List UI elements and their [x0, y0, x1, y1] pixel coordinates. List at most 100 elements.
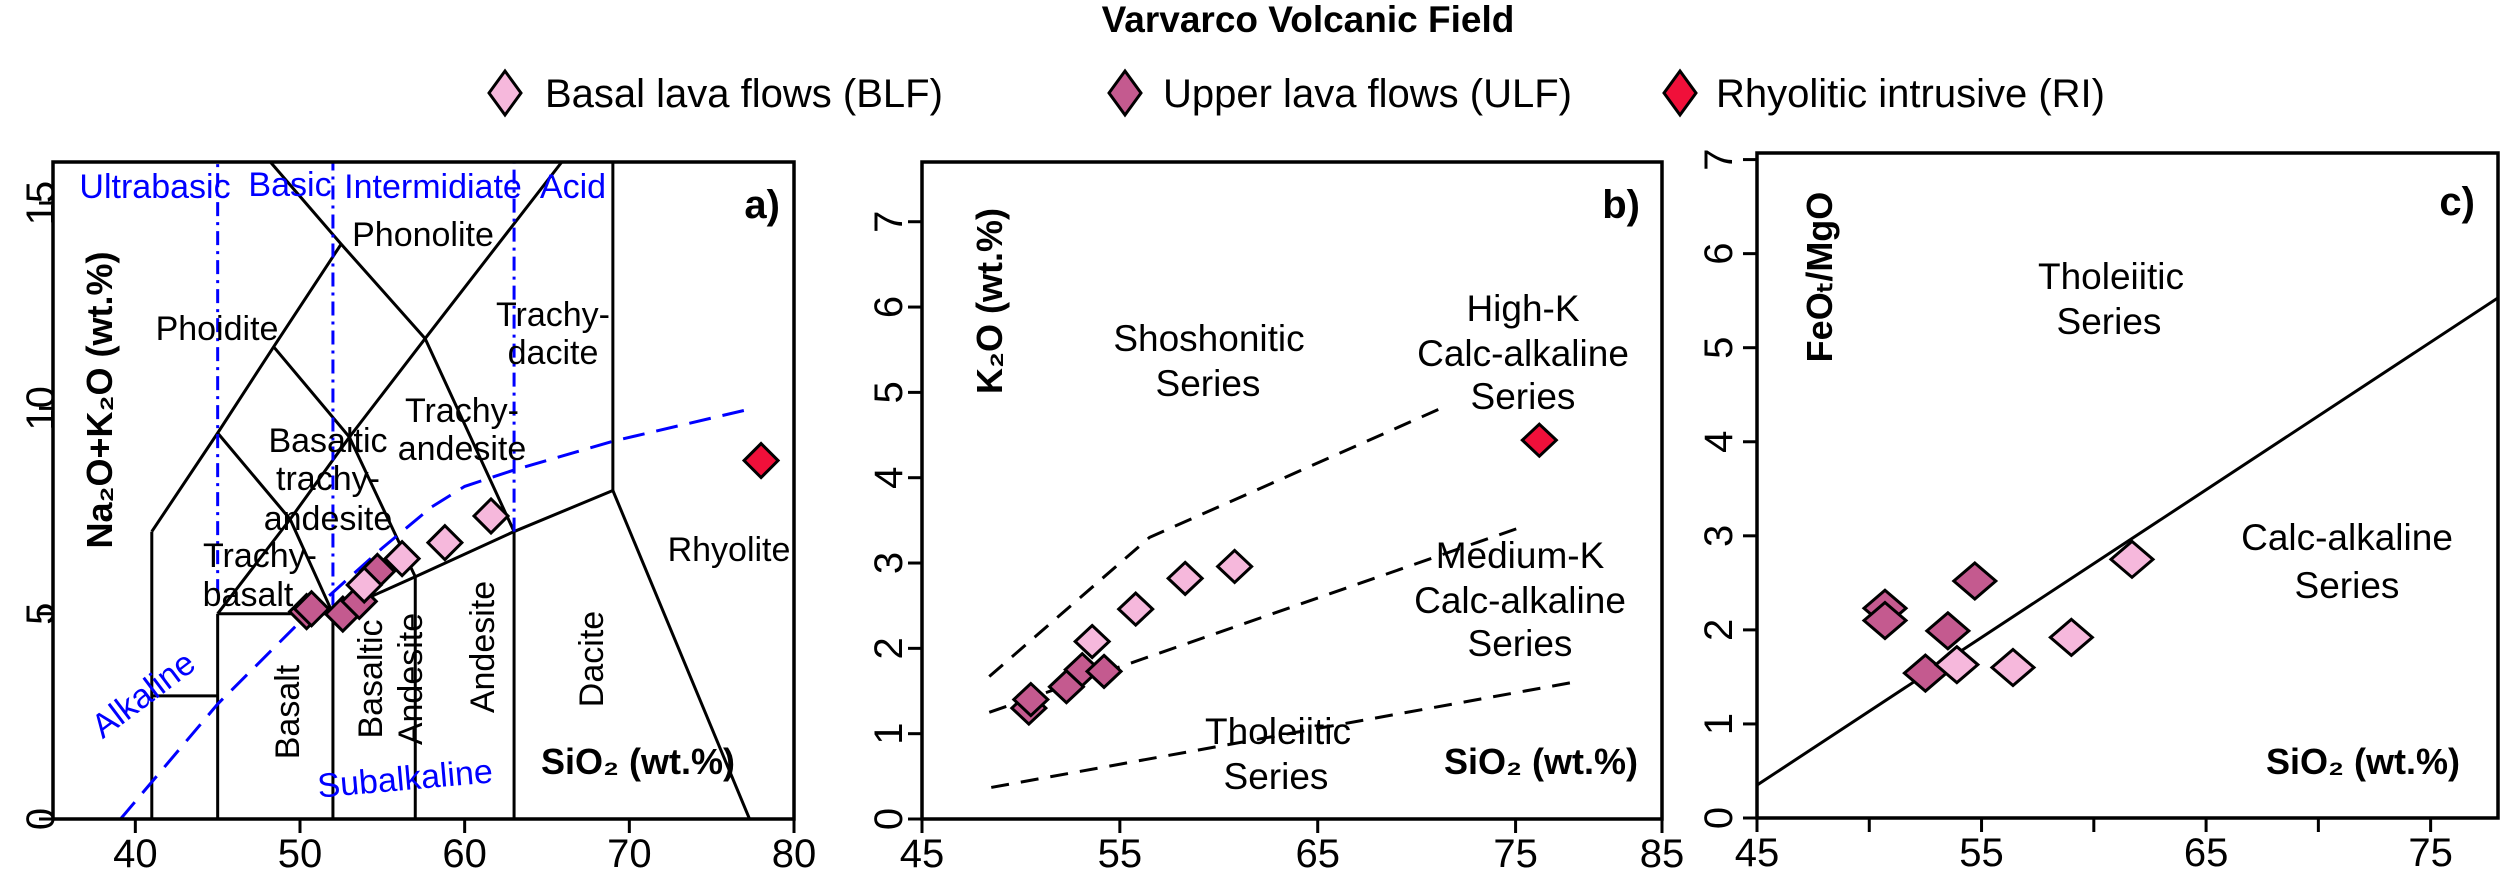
data-point-ulf — [1924, 610, 1972, 651]
panels: Ultrabasic Basic Intermidiate Acid Phonolite… — [19, 148, 2500, 876]
legend-label: Basal lava flows (BLF) — [545, 72, 943, 116]
y-tick-label: 3 — [1697, 525, 1741, 547]
x-tick-label: 55 — [1098, 832, 1143, 876]
data-point-blf — [1989, 647, 2037, 688]
data-point-blf — [1072, 623, 1112, 660]
region-label: Tholeiitic — [2038, 256, 2184, 297]
x-tick-label: 80 — [772, 832, 817, 876]
region-label: andesite — [398, 430, 527, 468]
region-label: Basalt — [269, 664, 307, 759]
boundary-lines — [1757, 296, 2498, 787]
x-tick-label: 45 — [900, 832, 945, 876]
region-label: Series — [2057, 301, 2162, 342]
region-label: Trachy- — [203, 537, 317, 575]
x-tick-label: 40 — [113, 832, 158, 876]
region-label: Basaltic — [268, 422, 387, 460]
data-point-ulf — [1011, 681, 1051, 718]
data-point-blf — [1165, 560, 1205, 597]
series-blf — [1933, 539, 2156, 688]
x-axis-title: SiO₂ (wt.%) — [541, 741, 735, 782]
classification-boundary — [216, 518, 292, 615]
y-tick-label: 7 — [867, 211, 911, 233]
data-point-ulf — [292, 589, 331, 628]
y-tick-label: 7 — [1697, 148, 1741, 170]
region-label: Trachy- — [496, 296, 610, 334]
region-label: dacite — [508, 334, 599, 372]
y-tick-label: 6 — [1697, 243, 1741, 265]
region-label: Calc-alkaline — [2241, 517, 2453, 558]
data-point-blf — [471, 496, 511, 536]
data-point-ulf — [1951, 560, 1999, 601]
data-point-ri — [741, 441, 781, 480]
classification-boundary — [272, 162, 564, 440]
data-point-blf — [1933, 644, 1981, 685]
classification-boundary — [269, 162, 516, 533]
series-divider-line — [119, 406, 754, 819]
region-label: Andesite — [464, 581, 502, 713]
legend-label: Upper lava flows (ULF) — [1163, 72, 1572, 116]
legend-item-ulf: Upper lava flows (ULF) — [1107, 68, 1572, 118]
classification-boundary — [611, 489, 751, 819]
plot-frame — [920, 160, 1664, 821]
y-tick-label: 5 — [19, 603, 63, 625]
region-label: Dacite — [573, 611, 611, 707]
y-tick-label: 1 — [1697, 713, 1741, 735]
y-tick-label: 2 — [1697, 619, 1741, 641]
x-tick-label: 50 — [278, 832, 323, 876]
panel-label: c) — [2439, 180, 2475, 224]
region-label: Calc-alkaline — [1417, 333, 1629, 374]
figure-title: Varvarco Volcanic Field — [1102, 0, 1515, 40]
region-label: Phonolite — [352, 216, 494, 254]
classification-boundary — [332, 489, 614, 616]
y-tick-label: 3 — [867, 552, 911, 574]
series-divider-line — [988, 407, 1442, 678]
x-tick-label: 45 — [1735, 831, 1780, 875]
series-ulf — [1861, 560, 1999, 694]
y-tick-label: 4 — [867, 467, 911, 489]
region-label: Basic — [248, 166, 331, 204]
series-blf — [345, 496, 511, 605]
series-ri — [741, 441, 781, 480]
panel-k2o: ShoshoniticSeriesHigh-KCalc-alkalineSeri… — [867, 160, 1685, 876]
y-tick-label: 2 — [867, 637, 911, 659]
plot-frame — [51, 160, 796, 821]
x-tick-label: 85 — [1640, 832, 1685, 876]
legend-marker-icon — [1662, 68, 1698, 118]
region-label: Series — [1468, 623, 1573, 664]
data-point-blf — [1116, 591, 1155, 628]
boundary-lines — [119, 162, 754, 819]
x-tick-label: 65 — [2184, 831, 2229, 875]
region-label: Medium-K — [1436, 535, 1605, 576]
region-label: Acid — [540, 168, 606, 206]
region-label: Series — [1224, 756, 1329, 797]
region-label: basalt — [203, 576, 294, 614]
data-point-ulf — [1861, 600, 1909, 641]
x-axis-title: SiO₂ (wt.%) — [1444, 741, 1638, 782]
legend-marker-icon — [487, 68, 523, 118]
x-axis-title: SiO₂ (wt.%) — [2266, 741, 2460, 782]
y-axis-title: K₂O (wt.%) — [969, 208, 1010, 394]
y-tick-label: 5 — [1697, 337, 1741, 359]
region-label: Intermidiate — [344, 168, 522, 206]
x-tick-label: 70 — [607, 832, 652, 876]
region-label: trachy- — [276, 460, 380, 498]
data-point-blf — [382, 539, 422, 578]
legend: Basal lava flows (BLF) Upper lava flows (… — [487, 68, 2105, 118]
x-tick-label: 75 — [2408, 831, 2453, 875]
data-point-blf — [2108, 539, 2156, 580]
region-label: Phoidite — [156, 310, 279, 348]
legend-item-blf: Basal lava flows (BLF) — [487, 68, 943, 118]
region-label: Shoshonitic — [1113, 318, 1304, 359]
y-tick-label: 4 — [1697, 431, 1741, 453]
x-tick-label: 75 — [1493, 832, 1538, 876]
legend-label: Rhyolitic intrusive (RI) — [1716, 72, 2105, 116]
y-tick-label: 1 — [867, 723, 911, 745]
region-label: Series — [2295, 565, 2400, 606]
y-tick-label: 0 — [867, 808, 911, 830]
panel-label: b) — [1602, 183, 1640, 227]
data-point-ri — [1520, 422, 1559, 459]
region-label: Trachy- — [405, 392, 519, 430]
y-tick-label: 10 — [19, 386, 63, 431]
region-label: Series — [1156, 363, 1261, 404]
